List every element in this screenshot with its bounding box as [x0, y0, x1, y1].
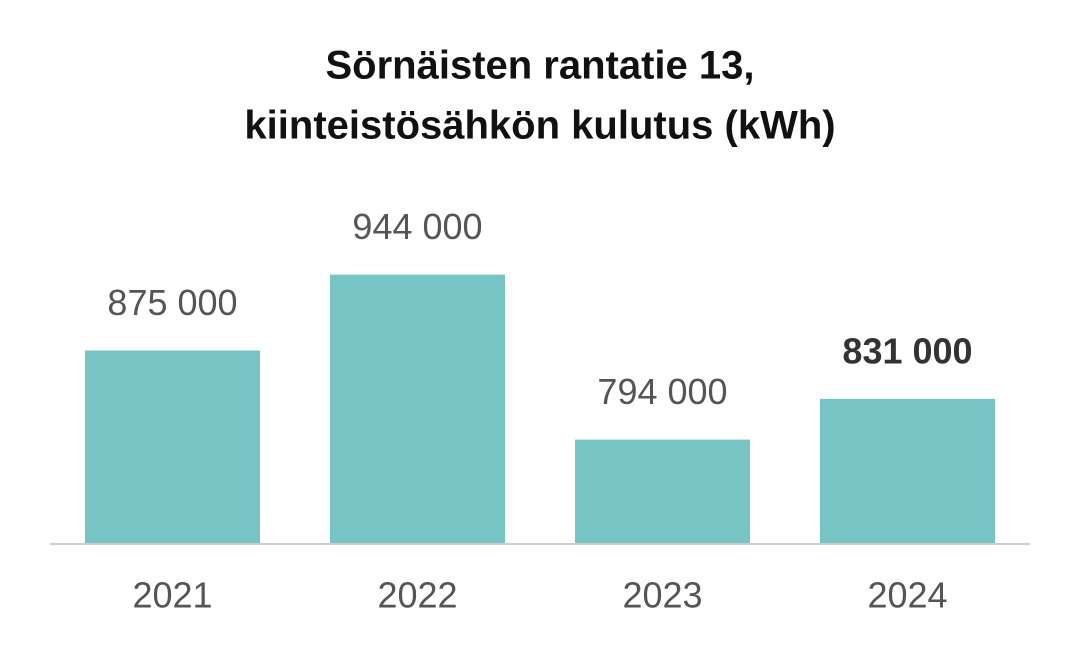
x-tick-label: 2022 [377, 575, 457, 616]
value-label: 875 000 [107, 282, 237, 323]
bar [85, 350, 260, 543]
value-label: 944 000 [352, 206, 482, 247]
chart-title: kiinteistösähkön kulutus (kWh) [244, 104, 835, 148]
x-tick-label: 2021 [132, 575, 212, 616]
bar [330, 274, 505, 543]
x-tick-label: 2023 [622, 575, 702, 616]
x-tick-label: 2024 [867, 575, 947, 616]
bar [820, 398, 995, 543]
bar [575, 439, 750, 543]
value-label: 794 000 [597, 371, 727, 412]
value-label: 831 000 [842, 330, 972, 371]
chart-title: Sörnäisten rantatie 13, [325, 44, 754, 88]
